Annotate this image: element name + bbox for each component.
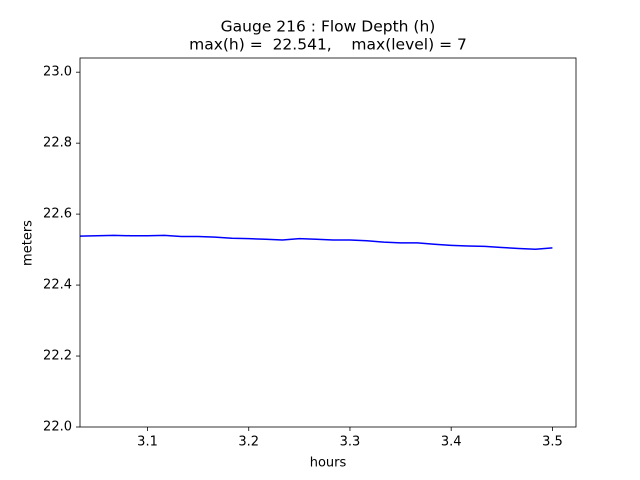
- y-tick-label: 22.0: [43, 420, 72, 435]
- y-tick-label: 22.2: [43, 349, 72, 364]
- plot-frame: [79, 57, 577, 428]
- x-tick-label: 3.2: [238, 435, 259, 450]
- y-tick-label: 22.8: [43, 136, 72, 151]
- chart-title: Gauge 216 : Flow Depth (h): [221, 18, 436, 36]
- chart-subtitle: max(h) = 22.541, max(level) = 7: [189, 36, 467, 54]
- x-tick-label: 3.3: [340, 435, 361, 450]
- y-axis-label: meters: [21, 220, 36, 266]
- y-tick-label: 22.6: [43, 207, 72, 222]
- data-line: [79, 234, 553, 250]
- x-tick-label: 3.4: [441, 435, 462, 450]
- x-tick-label: 3.5: [542, 435, 563, 450]
- y-tick-label: 23.0: [43, 65, 72, 80]
- x-axis-label: hours: [310, 456, 347, 471]
- x-tick-label: 3.1: [137, 435, 158, 450]
- y-tick-label: 22.4: [43, 278, 72, 293]
